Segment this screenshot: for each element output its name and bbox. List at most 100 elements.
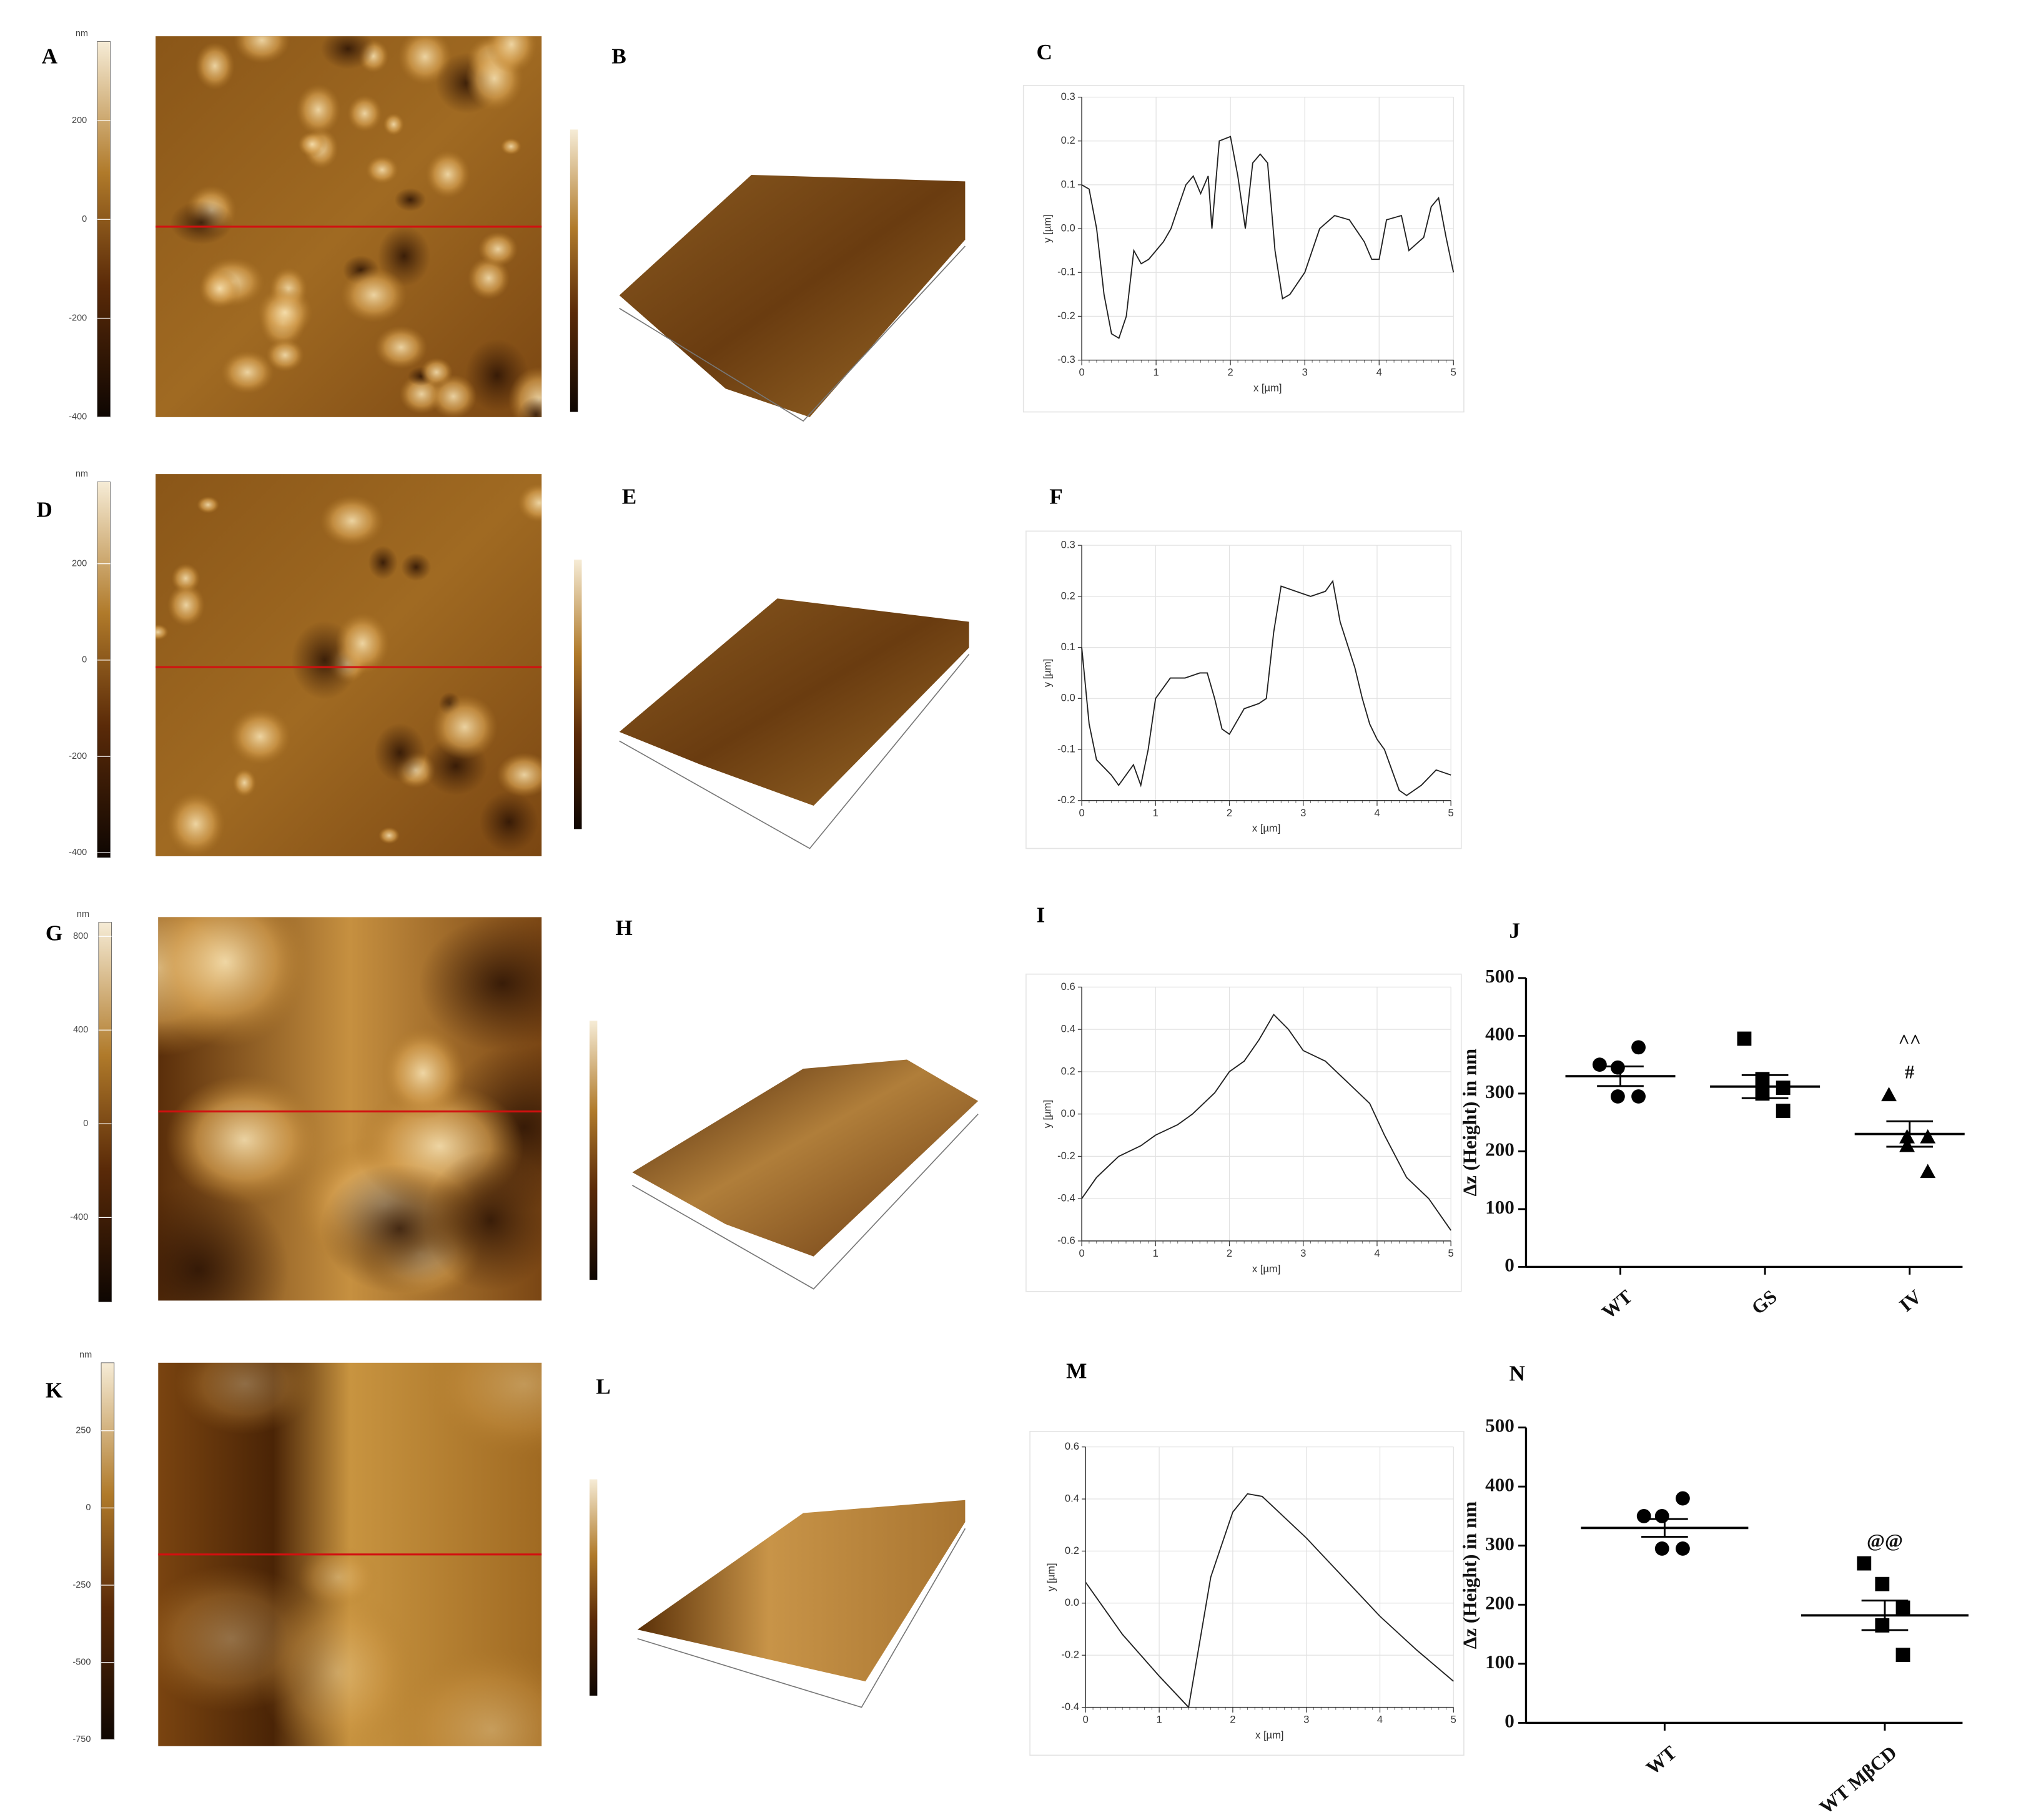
y-tick-label: -0.1 (1057, 266, 1075, 278)
afm-feature (423, 1362, 542, 1459)
y-tick-label: 0.0 (1061, 692, 1075, 704)
x-tick-label: 5 (1448, 1247, 1454, 1259)
x-tick-label: 5 (1451, 1714, 1456, 1726)
afm-feature (401, 553, 432, 581)
x-tick-label: 2 (1227, 807, 1232, 819)
y-tick-label: 0.4 (1065, 1492, 1079, 1504)
y-axis-label: Δz (Height) in nm (1458, 1049, 1480, 1196)
afm-feature (380, 1026, 466, 1120)
afm-feature (156, 624, 169, 640)
afm-feature (158, 1183, 290, 1301)
data-point (1631, 1040, 1646, 1055)
x-tick-label: 4 (1377, 1714, 1383, 1726)
afm-feature (500, 138, 521, 155)
panel-label: B (611, 44, 626, 68)
colorbar-tick-label: -750 (72, 1734, 91, 1744)
afm-feature (258, 1588, 418, 1746)
x-tick-label: GS (1747, 1285, 1781, 1318)
colorbar-tick-label: -500 (72, 1658, 91, 1668)
y-tick-label: 400 (1485, 1473, 1515, 1495)
x-tick-label: 5 (1448, 807, 1454, 819)
y-tick-label: 0.2 (1061, 1065, 1075, 1077)
x-tick-label: 3 (1300, 807, 1306, 819)
data-point (1881, 1087, 1897, 1102)
panel-label: H (615, 916, 632, 940)
x-tick-label: 4 (1374, 807, 1380, 819)
x-tick-label: 3 (1302, 367, 1308, 378)
afm-texture (156, 483, 542, 856)
x-tick-label: 4 (1374, 1247, 1380, 1259)
profile-line (1081, 136, 1455, 339)
significance-label: ^^ (1899, 1030, 1921, 1052)
significance-label: # (1905, 1061, 1915, 1083)
panel-label: M (1066, 1359, 1087, 1383)
afm-feature (265, 339, 304, 372)
panel-label: K (46, 1378, 63, 1403)
y-tick-label: 200 (1485, 1139, 1515, 1160)
afm-feature (199, 269, 241, 309)
data-point (1592, 1057, 1607, 1072)
afm-feature (432, 695, 498, 759)
x-tick-label: 2 (1227, 1247, 1232, 1259)
afm-feature (340, 267, 407, 323)
profile-line (1081, 580, 1451, 796)
afm-feature (221, 350, 274, 394)
colorbar-tick-label: -250 (72, 1580, 91, 1590)
y-tick-label: 0.0 (1061, 222, 1075, 234)
colorbar-tick-label: -400 (70, 1212, 88, 1222)
y-tick-label: 0.6 (1065, 1440, 1079, 1452)
y-tick-label: -0.1 (1057, 743, 1075, 754)
x-tick-label: WT (1642, 1741, 1681, 1779)
x-tick-label: 1 (1156, 1714, 1162, 1726)
afm-feature (467, 257, 510, 300)
afm-texture (158, 917, 542, 1301)
surface-3d (570, 129, 966, 422)
y-tick-label: 400 (1485, 1023, 1515, 1045)
panel-label: E (622, 485, 637, 509)
y-tick-label: 0.3 (1061, 91, 1075, 102)
significance-label: @@ (1867, 1530, 1903, 1551)
data-point (1631, 1089, 1646, 1104)
panel-label: C (1036, 40, 1052, 64)
plot-frame (1022, 85, 1465, 413)
colorbar (98, 922, 112, 1302)
x-tick-label: IV (1895, 1285, 1925, 1316)
x-tick-label: 0 (1079, 367, 1084, 378)
afm-feature (392, 1646, 542, 1746)
colorbar (97, 482, 111, 858)
y-axis-label: y [µm] (1045, 1563, 1057, 1591)
y-tick-label: 0.2 (1061, 590, 1075, 601)
panel-label: A (42, 44, 58, 68)
panel-label: D (36, 497, 52, 522)
x-tick-label: 1 (1153, 1247, 1159, 1259)
colorbar-tick-label: -400 (69, 848, 87, 858)
colorbar-tick-label: 0 (83, 1119, 88, 1129)
plot-frame (1025, 530, 1462, 849)
panel-label: G (46, 921, 62, 946)
afm-feature (378, 827, 400, 844)
y-tick-label: -0.2 (1057, 794, 1075, 806)
data-point (1895, 1600, 1910, 1615)
surface-3d (589, 1479, 966, 1708)
data-point (1610, 1060, 1625, 1075)
colorbar-tick-label: 0 (82, 214, 87, 224)
x-axis-label: x [µm] (1252, 1263, 1280, 1275)
x-tick-label: WT (1598, 1285, 1636, 1323)
data-point (1654, 1509, 1669, 1523)
y-tick-label: -0.3 (1057, 354, 1075, 365)
afm-feature (175, 1362, 315, 1435)
afm-feature (320, 36, 375, 69)
y-tick-label: 0.6 (1061, 981, 1075, 992)
y-tick-label: 500 (1485, 1415, 1515, 1437)
y-tick-label: 100 (1485, 1196, 1515, 1218)
y-tick-label: 0 (1505, 1710, 1515, 1732)
x-tick-label: 1 (1154, 367, 1159, 378)
afm-feature (166, 1075, 324, 1205)
afm-feature (298, 131, 327, 157)
afm-feature (497, 753, 542, 798)
afm-feature (377, 225, 431, 287)
afm-feature (478, 232, 518, 267)
x-tick-label: 3 (1300, 1247, 1306, 1259)
afm-feature (425, 150, 470, 199)
data-point (1755, 1086, 1770, 1101)
